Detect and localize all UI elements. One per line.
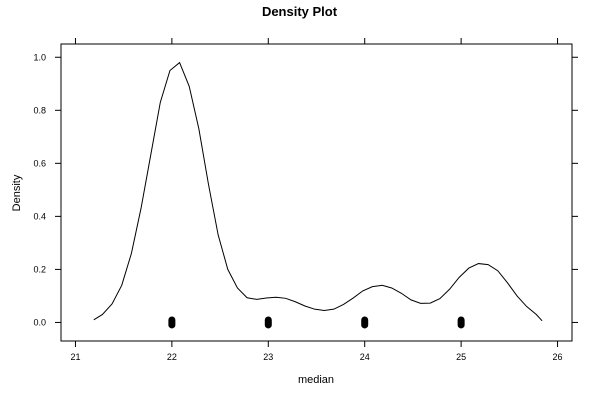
y-tick-label: 1.0 (33, 52, 46, 62)
x-tick-label: 23 (263, 352, 273, 362)
x-tick-label: 26 (553, 352, 563, 362)
x-tick-label: 21 (70, 352, 80, 362)
chart-title: Density Plot (262, 4, 338, 19)
density-line (93, 61, 543, 322)
y-tick-label: 0.6 (33, 158, 46, 168)
y-tick-label: 0.0 (33, 317, 46, 327)
rug-mark (457, 316, 465, 329)
x-tick-label: 22 (167, 352, 177, 362)
rug-mark (264, 316, 272, 329)
y-tick-label: 0.4 (33, 211, 46, 221)
rug-mark (168, 316, 176, 329)
y-tick-label: 0.2 (33, 264, 46, 274)
rug-mark (361, 316, 369, 329)
plot-frame (60, 43, 573, 342)
x-axis-label: median (298, 374, 334, 386)
rug-marks (168, 316, 465, 329)
y-tick-label: 0.8 (33, 105, 46, 115)
y-axis-label: Density (11, 174, 23, 211)
x-tick-label: 24 (360, 352, 370, 362)
tick-labels: 21 22 23 24 25 26 0.0 0.2 0.4 0.6 0.8 1.0 (33, 52, 562, 362)
axis-ticks (55, 38, 578, 347)
x-tick-label: 25 (456, 352, 466, 362)
